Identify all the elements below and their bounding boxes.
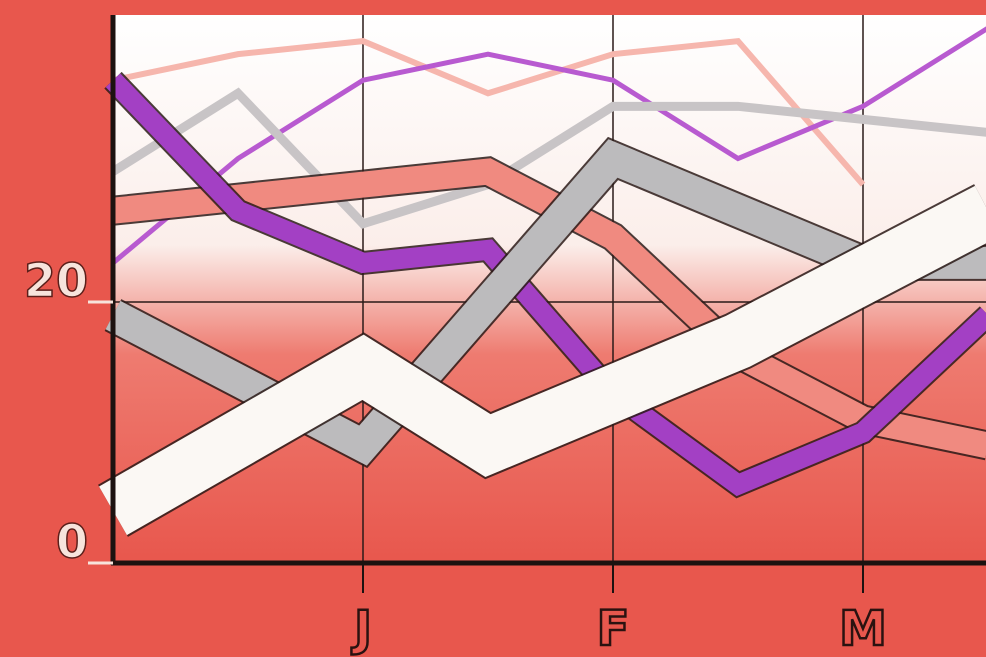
y-tick-label: 0 bbox=[56, 515, 88, 569]
series-line bbox=[99, 185, 986, 536]
x-tick-label: F bbox=[597, 601, 630, 657]
y-tick-label: 20 bbox=[24, 254, 88, 308]
series-line bbox=[105, 73, 986, 497]
series-line bbox=[112, 37, 866, 187]
x-tick-label: J bbox=[351, 601, 372, 657]
series-line bbox=[110, 87, 986, 229]
x-tick-label: M bbox=[839, 601, 887, 657]
